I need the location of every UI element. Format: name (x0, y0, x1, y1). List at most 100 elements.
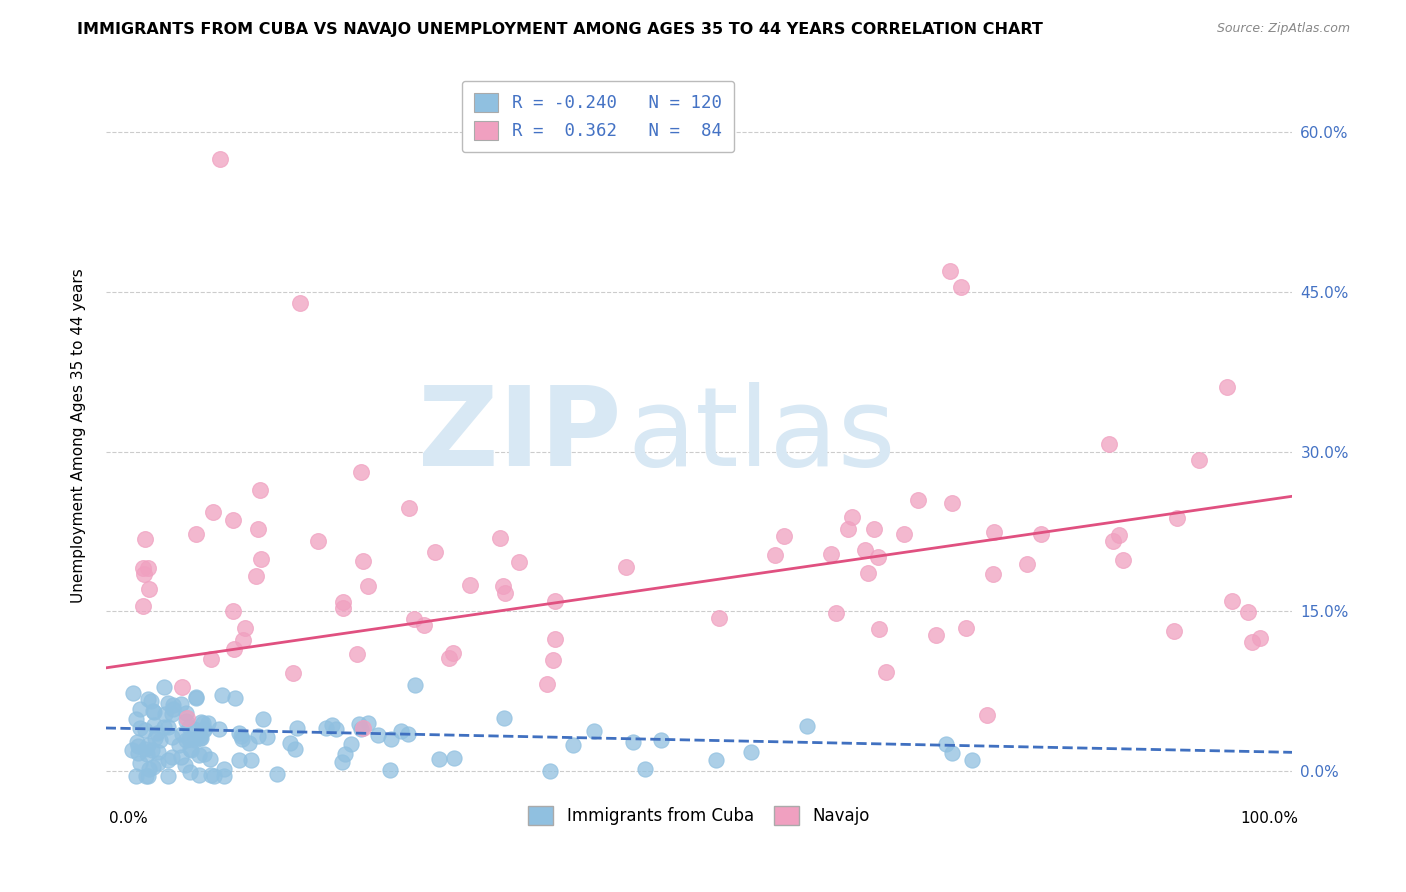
Point (307, 533, 329, 548)
Point (134, 532, 156, 546)
Point (332, 755, 354, 769)
Point (907, 492, 929, 507)
Point (256, 730, 278, 744)
Point (347, 716, 370, 731)
Point (132, 566, 155, 581)
Point (176, 711, 198, 725)
Point (283, 666, 305, 681)
Point (197, 715, 219, 730)
Point (127, 739, 149, 753)
Point (152, 720, 174, 734)
Point (427, 752, 450, 766)
Point (333, 747, 356, 762)
Point (143, 706, 166, 720)
Point (160, 707, 183, 722)
Point (139, 694, 162, 708)
Point (1216, 380, 1239, 394)
Point (380, 732, 402, 747)
Point (389, 724, 412, 739)
Point (1220, 594, 1243, 608)
Point (177, 731, 200, 746)
Legend: Immigrants from Cuba, Navajo: Immigrants from Cuba, Navajo (519, 797, 879, 835)
Point (285, 721, 308, 735)
Point (350, 722, 373, 736)
Point (141, 743, 163, 757)
Y-axis label: Unemployment Among Ages 35 to 44 years: Unemployment Among Ages 35 to 44 years (72, 268, 86, 603)
Point (508, 555, 530, 569)
Point (162, 731, 184, 745)
Point (184, 690, 207, 704)
Point (650, 733, 672, 747)
Point (211, 688, 233, 702)
Point (157, 696, 180, 710)
Point (492, 579, 515, 593)
Point (841, 510, 863, 524)
Point (538, 764, 561, 779)
Point (616, 560, 638, 574)
Point (1015, 557, 1038, 571)
Point (174, 714, 197, 728)
Point (187, 748, 209, 763)
Point (232, 633, 254, 648)
Point (186, 691, 208, 706)
Point (174, 706, 197, 721)
Point (221, 603, 243, 617)
Point (170, 750, 193, 764)
Point (773, 529, 796, 543)
Point (740, 745, 762, 759)
Point (212, 769, 235, 783)
Point (148, 745, 170, 759)
Point (138, 582, 160, 596)
Point (138, 769, 160, 783)
Point (138, 763, 160, 777)
Point (238, 736, 260, 750)
Point (634, 763, 657, 777)
Point (283, 741, 305, 756)
Text: ZIP: ZIP (419, 383, 621, 489)
Point (925, 628, 948, 642)
Point (981, 566, 1004, 581)
Point (1108, 528, 1130, 542)
Point (193, 723, 215, 738)
Point (193, 722, 215, 736)
Point (796, 719, 818, 733)
Point (208, 152, 231, 166)
Point (357, 715, 380, 730)
Point (233, 621, 256, 635)
Point (183, 723, 205, 737)
Point (340, 737, 363, 751)
Point (398, 500, 420, 515)
Point (441, 646, 464, 660)
Point (543, 594, 565, 608)
Point (231, 731, 253, 746)
Point (950, 279, 973, 293)
Point (125, 735, 148, 749)
Point (170, 680, 193, 694)
Point (229, 729, 252, 743)
Point (162, 698, 184, 712)
Point (443, 750, 465, 764)
Point (413, 617, 436, 632)
Point (1188, 453, 1211, 467)
Point (875, 665, 897, 680)
Point (132, 561, 155, 575)
Point (704, 753, 727, 767)
Point (837, 523, 859, 537)
Point (955, 621, 977, 635)
Point (212, 763, 235, 777)
Point (142, 760, 165, 774)
Point (346, 647, 368, 661)
Point (202, 769, 225, 783)
Point (824, 606, 846, 620)
Point (136, 561, 159, 575)
Point (1112, 553, 1135, 567)
Point (128, 721, 150, 735)
Point (941, 496, 963, 510)
Point (494, 586, 516, 600)
Point (136, 691, 159, 706)
Point (492, 711, 515, 725)
Point (153, 706, 176, 721)
Point (763, 549, 786, 563)
Point (352, 722, 374, 736)
Point (184, 526, 207, 541)
